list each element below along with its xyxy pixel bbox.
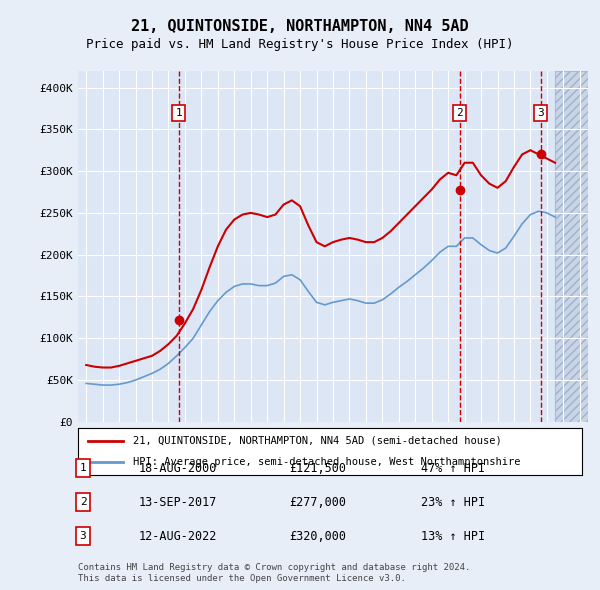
Text: 13-SEP-2017: 13-SEP-2017 [139,496,217,509]
Text: £320,000: £320,000 [290,530,347,543]
Text: 21, QUINTONSIDE, NORTHAMPTON, NN4 5AD (semi-detached house): 21, QUINTONSIDE, NORTHAMPTON, NN4 5AD (s… [133,436,502,446]
Text: 3: 3 [537,108,544,118]
Text: 1: 1 [175,108,182,118]
Text: HPI: Average price, semi-detached house, West Northamptonshire: HPI: Average price, semi-detached house,… [133,457,521,467]
Text: £277,000: £277,000 [290,496,347,509]
Bar [555,71,588,422]
Text: 3: 3 [80,532,86,541]
Text: 23% ↑ HPI: 23% ↑ HPI [421,496,485,509]
Text: 21, QUINTONSIDE, NORTHAMPTON, NN4 5AD: 21, QUINTONSIDE, NORTHAMPTON, NN4 5AD [131,19,469,34]
Text: 47% ↑ HPI: 47% ↑ HPI [421,461,485,475]
Text: 12-AUG-2022: 12-AUG-2022 [139,530,217,543]
Text: £121,500: £121,500 [290,461,347,475]
Text: 1: 1 [80,463,86,473]
Bar [555,71,588,422]
Text: 2: 2 [457,108,463,118]
Text: 18-AUG-2000: 18-AUG-2000 [139,461,217,475]
Text: Contains HM Land Registry data © Crown copyright and database right 2024.
This d: Contains HM Land Registry data © Crown c… [78,563,470,583]
Text: 13% ↑ HPI: 13% ↑ HPI [421,530,485,543]
Text: 2: 2 [80,497,86,507]
Text: Price paid vs. HM Land Registry's House Price Index (HPI): Price paid vs. HM Land Registry's House … [86,38,514,51]
